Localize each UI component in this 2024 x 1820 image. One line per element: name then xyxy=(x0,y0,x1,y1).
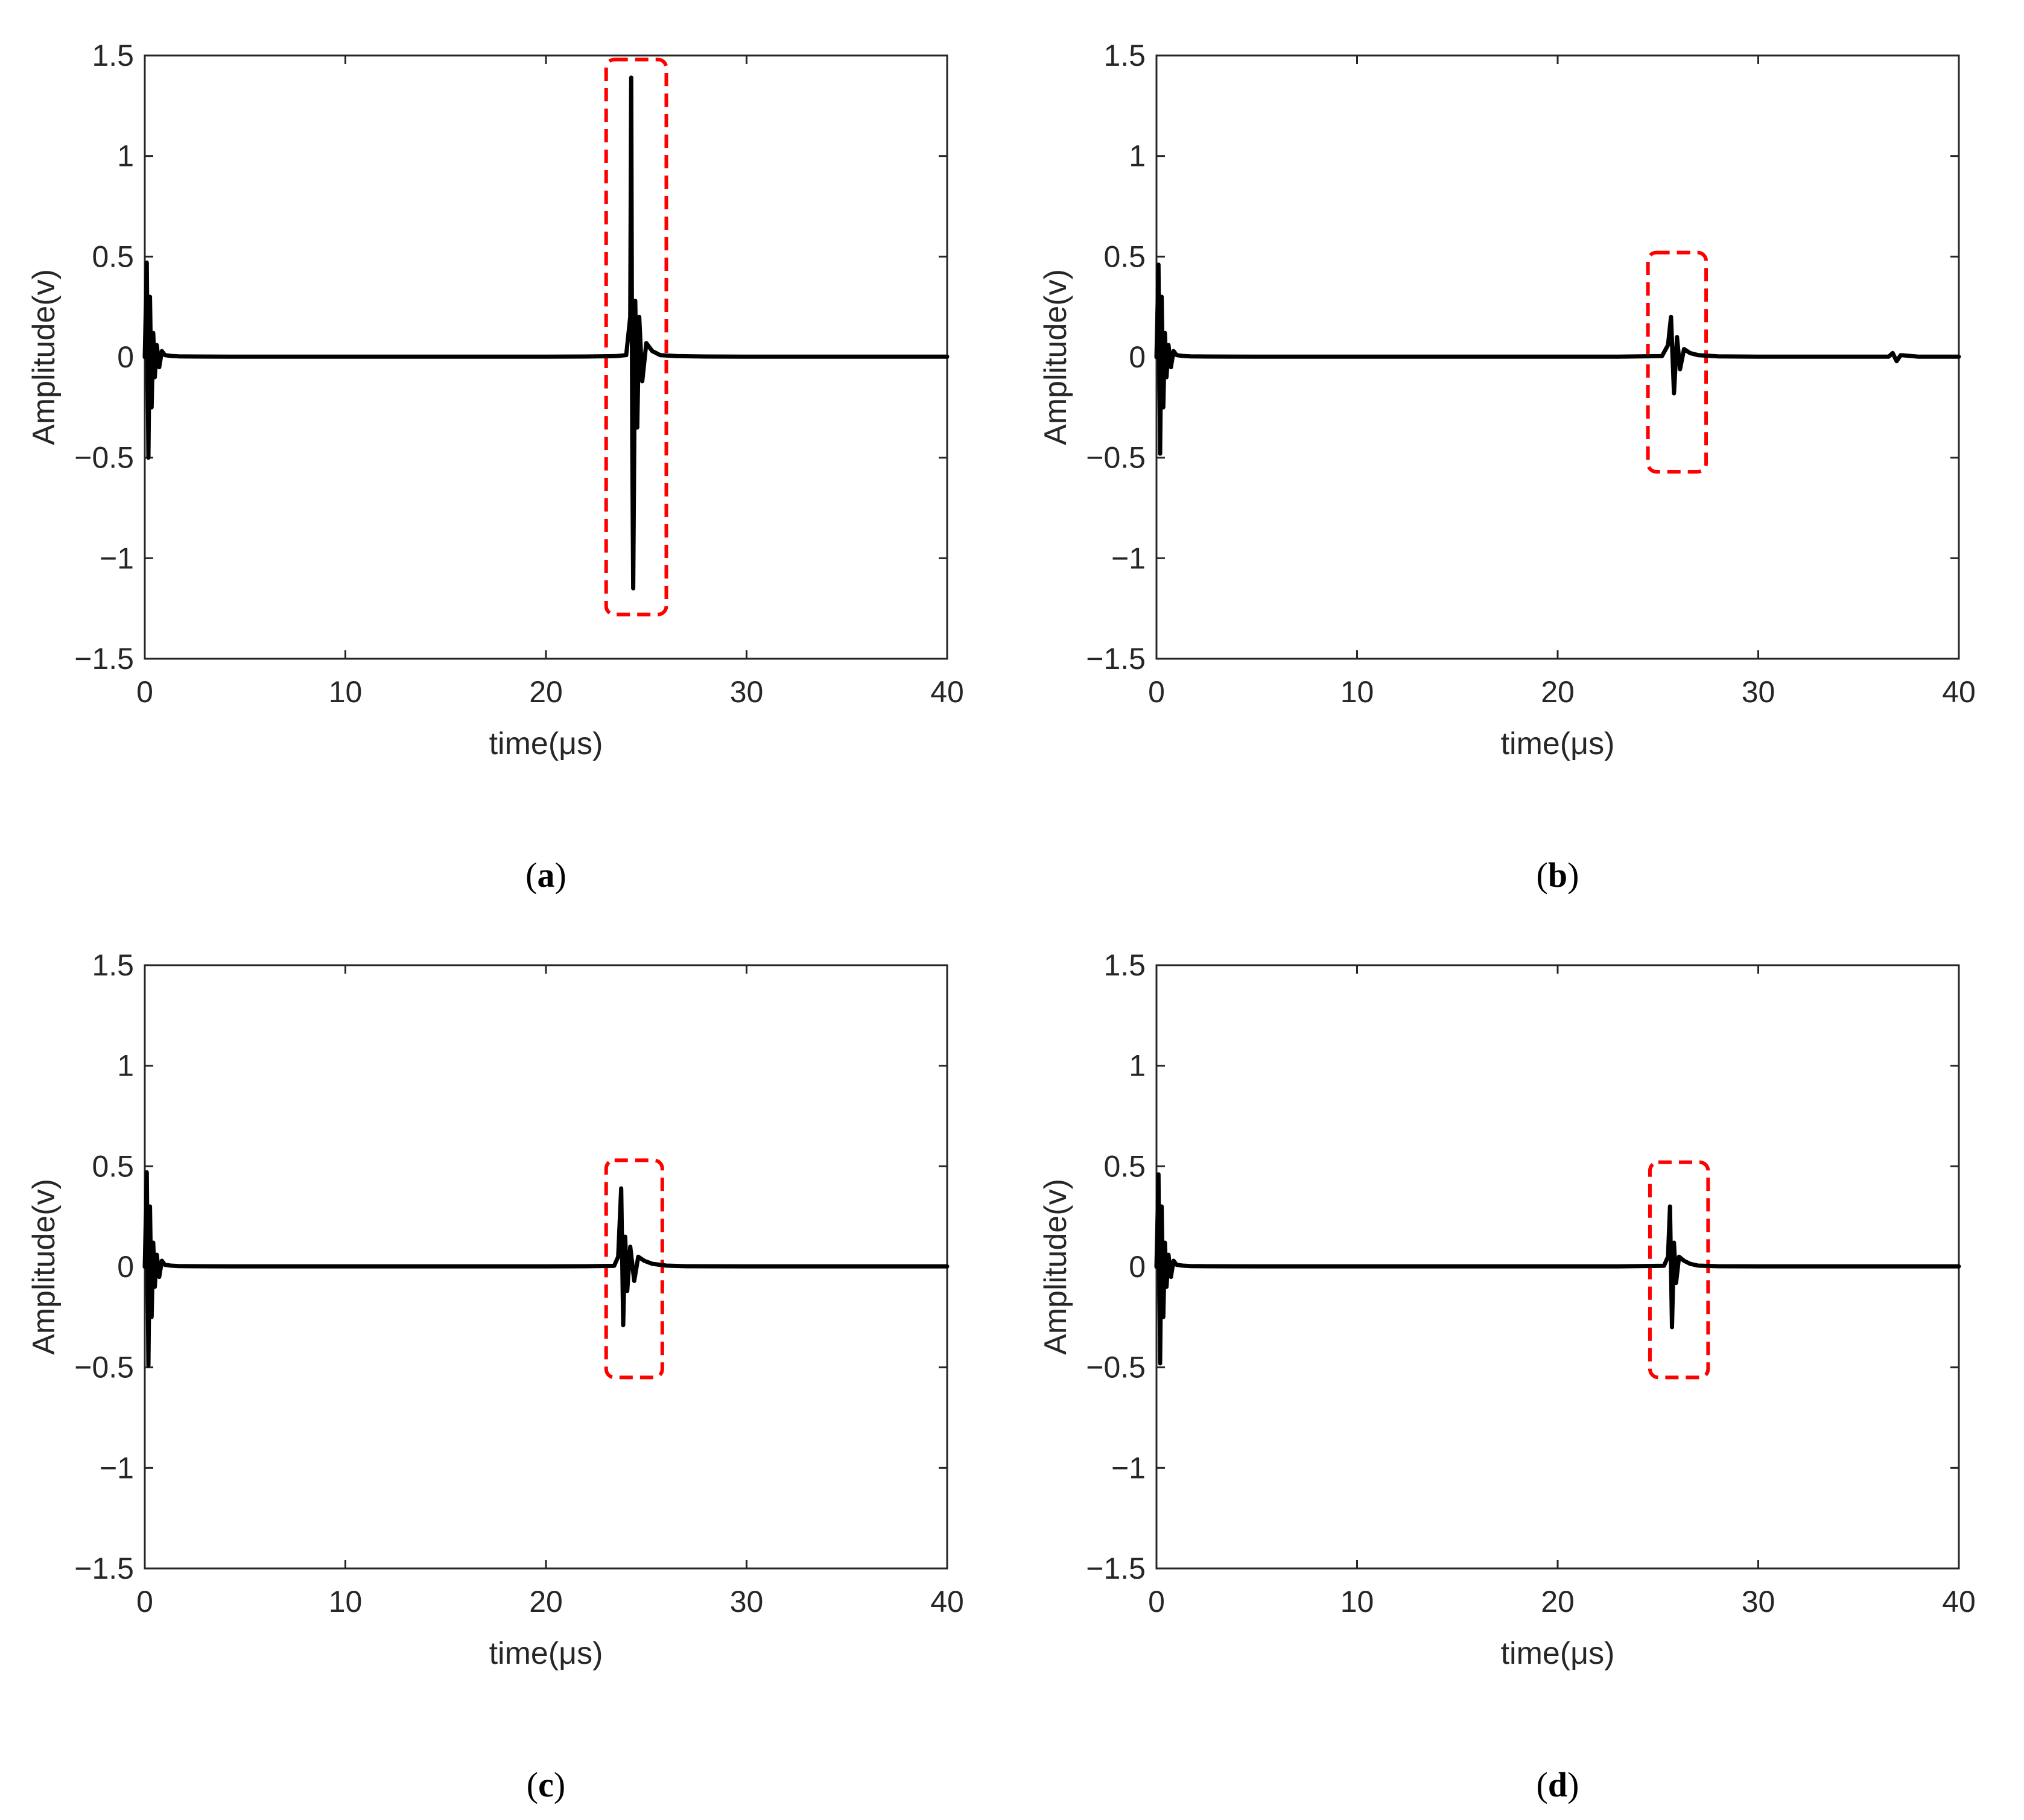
chart-a-x-tick-label: 20 xyxy=(529,675,563,709)
chart-c-y-tick-label: 0.5 xyxy=(92,1149,134,1183)
chart-a-highlight-box xyxy=(604,57,668,617)
chart-c-y-tick-label: 0 xyxy=(117,1250,134,1284)
chart-a-y-tick-label: 1 xyxy=(117,139,134,173)
chart-b-highlight-box xyxy=(1646,250,1708,474)
chart-b-y-tick-label: −1.5 xyxy=(1086,642,1146,676)
chart-c-highlight-box xyxy=(604,1158,664,1380)
chart-d-highlight-box xyxy=(1648,1160,1710,1380)
chart-a-series-line xyxy=(142,75,950,591)
chart-b-y-tick-label: 1 xyxy=(1129,139,1146,173)
chart-d-y-tick-label: 1.5 xyxy=(1103,948,1146,982)
chart-d-x-tick-label: 0 xyxy=(1148,1585,1165,1619)
chart-c-y-tick-label: −1.5 xyxy=(74,1552,134,1585)
chart-a-y-tick-label: 1.5 xyxy=(92,39,134,72)
chart-d-x-tick-label: 30 xyxy=(1742,1585,1775,1619)
chart-a-x-tick-label: 40 xyxy=(930,675,964,709)
chart-b-y-tick-label: −0.5 xyxy=(1086,441,1146,475)
chart-a-x-tick-label: 30 xyxy=(730,675,764,709)
chart-c-x-tick-label: 20 xyxy=(529,1585,563,1619)
chart-d-x-tick-label: 40 xyxy=(1942,1585,1976,1619)
chart-b-series-line xyxy=(1154,262,1961,456)
chart-a-y-tick-label: 0 xyxy=(117,340,134,374)
chart-d: 0 10 20 30 40 −1.5 −1 −0.5 0 0.5 1 1.5 time(μs) Ampli… xyxy=(1038,948,1976,1804)
chart-b: 0 10 20 30 40 −1.5 −1 −0.5 0 0.5 1 1.5 time(μs) Ampli… xyxy=(1038,39,1976,895)
chart-d-y-tick-label: −1.5 xyxy=(1086,1552,1146,1585)
chart-a-y-tick-label: −0.5 xyxy=(74,441,134,475)
chart-b-x-axis-label: time(μs) xyxy=(1501,726,1615,761)
chart-c-x-tick-label: 40 xyxy=(930,1585,964,1619)
chart-b-x-tick-label: 30 xyxy=(1742,675,1775,709)
chart-b-y-tick-label: −1 xyxy=(1111,541,1146,575)
chart-c-y-tick-label: 1 xyxy=(117,1049,134,1083)
chart-a-y-tick-label: 0.5 xyxy=(92,239,134,273)
chart-d-y-tick-label: 0.5 xyxy=(1103,1149,1146,1183)
chart-d-x-tick-label: 20 xyxy=(1541,1585,1575,1619)
chart-a: 0 10 20 30 40 −1.5 −1 −0.5 0 0.5 1 1.5 time(μs) Ampli… xyxy=(27,39,964,895)
chart-c-y-axis-label: Amplitude(v) xyxy=(27,1179,62,1355)
panel-a: 0 10 20 30 40 −1.5 −1 −0.5 0 0.5 1 1.5 time(μs) Ampli… xyxy=(0,0,1012,910)
chart-c-panel-label: (c) xyxy=(527,1765,565,1804)
chart-b-y-tick-label: 0.5 xyxy=(1103,239,1146,273)
chart-c-y-tick-label: −0.5 xyxy=(74,1351,134,1384)
chart-a-panel-label: (a) xyxy=(525,855,566,895)
chart-d-y-tick-label: 0 xyxy=(1129,1250,1146,1284)
chart-c-y-tick-label: 1.5 xyxy=(92,948,134,982)
chart-d-y-tick-label: −0.5 xyxy=(1086,1351,1146,1384)
chart-b-y-tick-label: 1.5 xyxy=(1103,39,1146,72)
chart-c-series-line xyxy=(142,1170,950,1368)
chart-d-y-tick-label: 1 xyxy=(1129,1049,1146,1083)
chart-c-x-axis-label: time(μs) xyxy=(489,1636,603,1671)
chart-d-x-axis-label: time(μs) xyxy=(1501,1636,1615,1671)
chart-d-y-tick-label: −1 xyxy=(1111,1451,1146,1485)
chart-c-x-tick-label: 0 xyxy=(136,1585,153,1619)
chart-a-x-tick-label: 0 xyxy=(136,675,153,709)
chart-d-panel-label: (d) xyxy=(1537,1765,1579,1804)
chart-c-y-tick-label: −1 xyxy=(100,1451,134,1485)
panel-c: 0 10 20 30 40 −1.5 −1 −0.5 0 0.5 1 1.5 time(μs) Ampli… xyxy=(0,910,1012,1819)
chart-b-y-tick-label: 0 xyxy=(1129,340,1146,374)
chart-b-y-axis-label: Amplitude(v) xyxy=(1038,269,1073,445)
chart-d-x-tick-label: 10 xyxy=(1340,1585,1374,1619)
chart-d-y-axis-label: Amplitude(v) xyxy=(1038,1179,1073,1355)
chart-a-y-tick-label: −1.5 xyxy=(74,642,134,676)
chart-b-x-tick-label: 20 xyxy=(1541,675,1575,709)
chart-a-x-tick-label: 10 xyxy=(329,675,363,709)
chart-c-x-tick-label: 30 xyxy=(730,1585,764,1619)
chart-a-y-tick-label: −1 xyxy=(100,541,134,575)
panel-b: 0 10 20 30 40 −1.5 −1 −0.5 0 0.5 1 1.5 time(μs) Ampli… xyxy=(1012,0,2023,910)
chart-c-x-tick-label: 10 xyxy=(329,1585,363,1619)
chart-b-panel-label: (b) xyxy=(1537,855,1579,895)
chart-b-x-tick-label: 0 xyxy=(1148,675,1165,709)
chart-a-x-axis-label: time(μs) xyxy=(489,726,603,761)
chart-c: 0 10 20 30 40 −1.5 −1 −0.5 0 0.5 1 1.5 time(μs) Ampli… xyxy=(27,948,964,1804)
panel-d: 0 10 20 30 40 −1.5 −1 −0.5 0 0.5 1 1.5 time(μs) Ampli… xyxy=(1012,910,2023,1819)
chart-d-series-line xyxy=(1154,1172,1961,1366)
chart-a-y-axis-label: Amplitude(v) xyxy=(27,269,62,445)
chart-b-x-tick-label: 40 xyxy=(1942,675,1976,709)
chart-b-x-tick-label: 10 xyxy=(1340,675,1374,709)
